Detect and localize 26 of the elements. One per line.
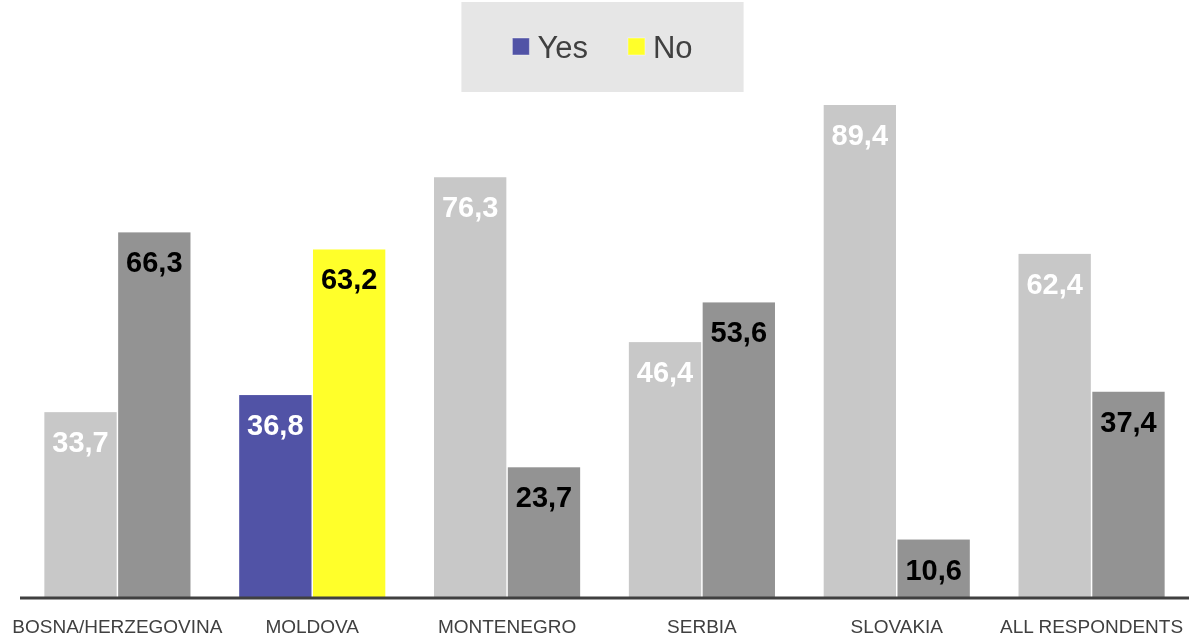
- bar: [1092, 391, 1165, 598]
- data-label: 37,4: [1100, 405, 1157, 438]
- bar: [702, 302, 775, 598]
- legend-label: No: [652, 30, 693, 65]
- data-label: 23,7: [515, 481, 573, 514]
- bar: [312, 249, 386, 598]
- x-tick-label: MONTENEGRO: [437, 616, 577, 637]
- legend-label: Yes: [537, 30, 588, 65]
- bar: [507, 467, 581, 598]
- bar: [1018, 253, 1091, 598]
- x-tick-label: BOSNA/HERZEGOVINA: [12, 616, 223, 637]
- bar: [823, 105, 897, 598]
- bar: [239, 395, 312, 598]
- x-tick-label: SLOVAKIA: [850, 616, 944, 637]
- bar: [434, 177, 507, 598]
- data-label: 63,2: [320, 263, 378, 296]
- bar: [44, 412, 117, 598]
- x-tick-label: ALL RESPONDENTS: [1000, 616, 1184, 637]
- bar: [118, 232, 191, 598]
- x-tick-label: SERBIA: [667, 616, 738, 637]
- bar: [628, 342, 702, 598]
- data-label: 36,8: [247, 409, 304, 442]
- x-tick-label: MOLDOVA: [265, 616, 360, 637]
- data-label: 66,3: [126, 246, 183, 279]
- data-label: 53,6: [710, 316, 768, 349]
- data-label: 10,6: [905, 553, 962, 586]
